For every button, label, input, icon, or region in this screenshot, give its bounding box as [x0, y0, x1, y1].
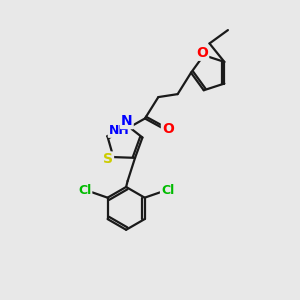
- Text: O: O: [162, 122, 174, 136]
- Text: NH: NH: [109, 124, 130, 137]
- Text: Cl: Cl: [78, 184, 91, 197]
- Text: S: S: [103, 152, 113, 167]
- Text: Cl: Cl: [161, 184, 174, 197]
- Text: O: O: [196, 46, 208, 60]
- Text: N: N: [121, 114, 133, 128]
